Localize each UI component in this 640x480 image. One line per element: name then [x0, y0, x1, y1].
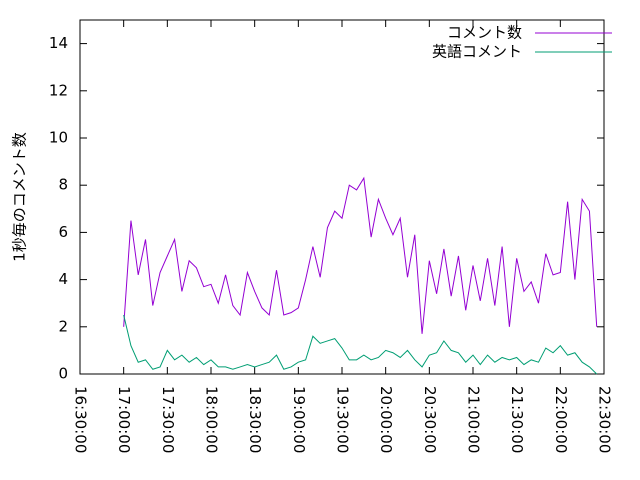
y-axis-label: 1秒毎のコメント数 [11, 132, 29, 262]
x-tick-label: 18:00:00 [203, 386, 221, 453]
y-tick-label: 12 [49, 81, 68, 99]
y-tick-label: 4 [58, 270, 68, 288]
x-tick-label: 20:30:00 [421, 386, 439, 453]
x-tick-label: 21:00:00 [465, 386, 483, 453]
series-line [123, 176, 598, 334]
x-tick-label: 20:00:00 [377, 386, 395, 453]
x-tick-label: 16:30:00 [72, 386, 90, 453]
y-tick-label: 0 [58, 365, 68, 383]
y-tick-label: 8 [58, 176, 68, 194]
x-tick-label: 17:00:00 [115, 386, 133, 453]
legend-label: コメント数 [447, 24, 522, 42]
x-tick-label: 17:30:00 [159, 386, 177, 453]
y-tick-label: 2 [58, 317, 68, 335]
x-tick-label: 19:30:00 [334, 386, 352, 453]
x-tick-label: 21:30:00 [508, 386, 526, 453]
series-line [123, 314, 598, 375]
y-tick-label: 14 [49, 34, 68, 52]
x-tick-label: 19:00:00 [290, 386, 308, 453]
y-tick-label: 10 [49, 129, 68, 147]
plot-frame [79, 19, 605, 375]
x-tick-label: 22:00:00 [552, 386, 570, 453]
legend-label: 英語コメント [432, 43, 522, 61]
y-tick-label: 6 [58, 223, 68, 241]
x-tick-label: 18:30:00 [246, 386, 264, 453]
x-tick-label: 22:30:00 [596, 386, 614, 453]
